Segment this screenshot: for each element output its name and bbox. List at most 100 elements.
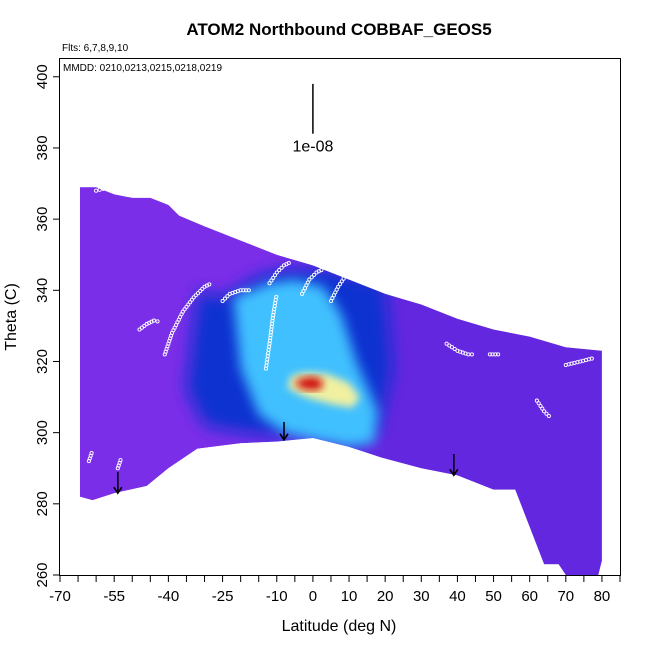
track-marker bbox=[108, 187, 113, 190]
track-marker bbox=[444, 341, 449, 346]
arrow-head bbox=[449, 468, 459, 477]
x-tick-label: -70 bbox=[49, 588, 71, 605]
track-marker bbox=[336, 284, 341, 289]
arrow-head bbox=[113, 486, 123, 495]
track-marker bbox=[113, 187, 118, 192]
track-marker bbox=[207, 282, 212, 287]
x-tick-label: 50 bbox=[485, 588, 502, 605]
track-marker bbox=[110, 187, 116, 191]
x-tick-label: 60 bbox=[521, 588, 538, 605]
track-marker bbox=[151, 318, 156, 323]
flight-track-2 bbox=[162, 282, 212, 357]
flight-track-14 bbox=[86, 451, 94, 464]
track-marker bbox=[307, 277, 312, 282]
y-tick-label: 400 bbox=[34, 64, 51, 89]
x-tick-label: 40 bbox=[449, 588, 466, 605]
track-marker bbox=[348, 271, 353, 276]
dates-label: MMDD: 0210,0213,0215,0218,0219 bbox=[63, 63, 222, 74]
track-marker bbox=[220, 298, 225, 304]
track-marker bbox=[542, 409, 547, 414]
flight-track-10 bbox=[487, 352, 501, 357]
flights-label: Flts: 6,7,8,9,10 bbox=[62, 43, 129, 54]
track-marker bbox=[104, 187, 110, 191]
down-arrow-2 bbox=[449, 454, 459, 477]
track-marker bbox=[286, 260, 291, 266]
track-marker bbox=[246, 288, 251, 293]
track-marker bbox=[94, 188, 99, 193]
down-arrow-0 bbox=[113, 471, 123, 495]
track-marker bbox=[449, 345, 455, 350]
flight-track-8 bbox=[263, 294, 279, 371]
x-tick-label: 70 bbox=[557, 588, 574, 605]
flight-track-9 bbox=[444, 341, 474, 357]
x-axis: -70 -55 -40 -25 -10 0 10 20 30 40 50 60 70 80 bbox=[49, 575, 621, 605]
x-tick-label: 20 bbox=[377, 588, 394, 605]
y-tick-label: 380 bbox=[34, 135, 51, 160]
track-marker bbox=[469, 352, 474, 357]
y-tick-label: 260 bbox=[34, 562, 51, 587]
track-marker bbox=[198, 288, 203, 294]
x-tick-label: 0 bbox=[309, 588, 317, 605]
track-marker bbox=[272, 273, 278, 278]
red-core bbox=[294, 376, 324, 390]
track-marker bbox=[589, 356, 594, 361]
y-tick-label: 340 bbox=[34, 278, 51, 303]
flight-track-7 bbox=[372, 268, 389, 282]
track-marker bbox=[274, 270, 279, 275]
track-marker bbox=[279, 265, 284, 270]
flight-track-12 bbox=[563, 356, 594, 368]
track-marker bbox=[267, 281, 272, 286]
track-marker bbox=[534, 398, 539, 403]
flight-track-3 bbox=[220, 288, 251, 304]
profile-arrows bbox=[113, 421, 459, 495]
track-marker bbox=[493, 352, 498, 357]
track-marker bbox=[312, 272, 317, 277]
track-marker bbox=[536, 401, 541, 406]
track-marker bbox=[337, 282, 343, 287]
track-marker bbox=[89, 451, 94, 456]
track-marker bbox=[487, 352, 492, 357]
scale-bar-label: 1e-08 bbox=[292, 139, 333, 156]
track-marker bbox=[225, 294, 230, 299]
track-marker bbox=[538, 403, 543, 409]
x-tick-label: 10 bbox=[341, 588, 358, 605]
track-marker bbox=[222, 296, 228, 301]
y-axis-label: Theta (C) bbox=[3, 283, 20, 351]
field-shade bbox=[349, 187, 602, 575]
track-marker bbox=[452, 346, 457, 352]
track-marker bbox=[384, 268, 389, 273]
flight-track-1 bbox=[137, 318, 160, 332]
track-marker bbox=[343, 274, 348, 279]
track-marker bbox=[309, 275, 314, 280]
track-marker bbox=[540, 406, 545, 411]
flight-track-5 bbox=[300, 268, 324, 296]
arrow-head bbox=[279, 433, 289, 442]
track-marker bbox=[496, 352, 501, 357]
x-tick-label: 80 bbox=[594, 588, 611, 605]
y-tick-label: 320 bbox=[34, 349, 51, 374]
y-axis: 260 280 300 320 340 360 380 400 bbox=[34, 64, 60, 588]
track-marker bbox=[195, 291, 201, 296]
track-marker bbox=[379, 270, 384, 275]
track-marker bbox=[277, 268, 282, 273]
x-tick-label: -10 bbox=[266, 588, 288, 605]
x-tick-label: 30 bbox=[413, 588, 430, 605]
plot-frame bbox=[59, 58, 621, 576]
track-marker bbox=[345, 272, 350, 277]
track-marker bbox=[200, 286, 205, 291]
track-marker bbox=[274, 294, 279, 299]
track-marker bbox=[193, 293, 198, 298]
y-tick-label: 360 bbox=[34, 207, 51, 232]
track-marker bbox=[339, 279, 344, 284]
track-marker bbox=[381, 269, 387, 274]
track-marker bbox=[182, 307, 187, 312]
track-marker bbox=[241, 288, 246, 293]
track-marker bbox=[372, 277, 377, 282]
flight-track-13 bbox=[115, 458, 123, 471]
track-marker bbox=[271, 275, 276, 280]
x-tick-label: -25 bbox=[212, 588, 234, 605]
flight-track-11 bbox=[534, 398, 551, 419]
track-marker bbox=[155, 319, 160, 324]
track-marker bbox=[191, 295, 196, 300]
